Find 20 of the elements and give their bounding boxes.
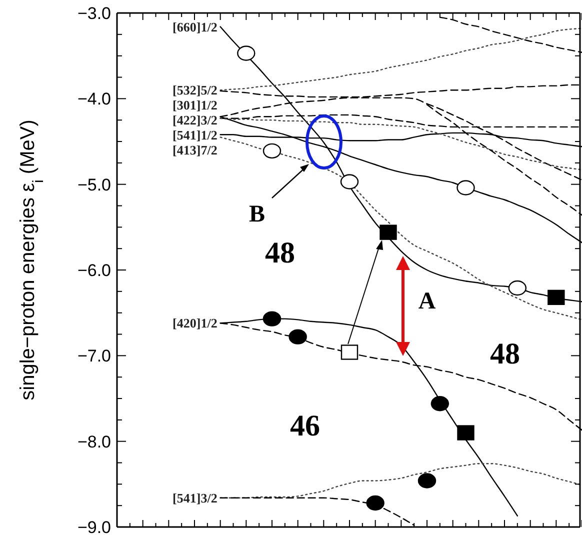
annotation: A xyxy=(418,288,436,314)
annotation: B xyxy=(248,201,266,228)
series-label: [420]1/2 xyxy=(172,316,218,331)
y-tick-label: −6.0 xyxy=(77,260,111,280)
annotation: 48 xyxy=(490,338,520,370)
series-label: [532]5/2 xyxy=(172,82,218,98)
series-label: [413]7/2 xyxy=(172,142,218,158)
y-tick-label: −4.0 xyxy=(77,90,111,109)
y-tick-label: −7.0 xyxy=(77,346,111,366)
y-tick-label: −8.0 xyxy=(77,432,111,452)
legend-label: [660]1/2 xyxy=(172,19,218,34)
y-tick-label: −9.0 xyxy=(77,518,111,535)
annotation: 48 xyxy=(265,236,295,270)
annotation: 46 xyxy=(290,410,320,442)
series-label: [422]3/2 xyxy=(172,112,218,128)
series-label: [301]1/2 xyxy=(172,98,218,113)
y-tick-label: −5.0 xyxy=(77,175,111,194)
y-tick-label: −3.0 xyxy=(77,4,111,23)
series-label: [541]3/2 xyxy=(172,490,218,506)
series-label: [541]1/2 xyxy=(172,128,218,143)
